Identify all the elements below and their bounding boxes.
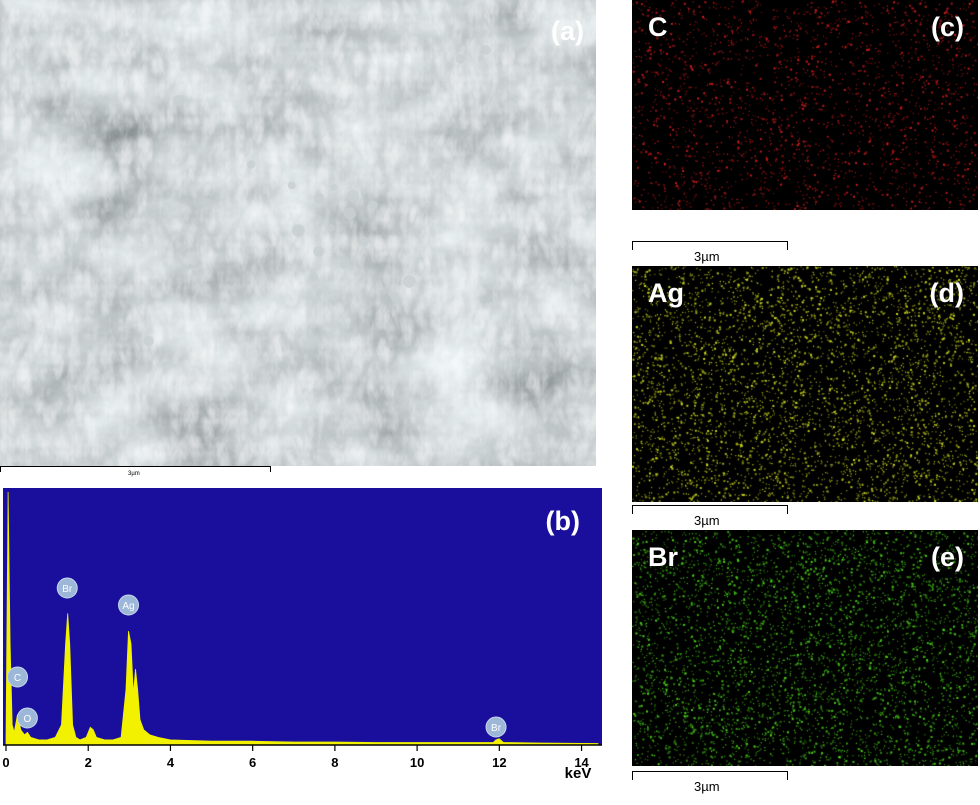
map-e-scale-bar: 3µm <box>632 771 792 794</box>
eds-peak-marker-label: O <box>23 714 31 725</box>
map-d-panel-label: (d) <box>929 278 964 308</box>
map-e-panel-label: (e) <box>931 542 964 572</box>
map-c-scale-bar: 3µm <box>632 241 792 264</box>
eds-peak-marker-circle <box>56 577 78 599</box>
eds-x-tick-label: 10 <box>410 755 424 770</box>
sem-particle <box>481 45 491 55</box>
eds-peak-marker-label: Br <box>491 723 502 734</box>
eds-peak-markers: C O Br Ag Br <box>7 577 507 738</box>
sem-particle <box>327 224 335 232</box>
sem-particle <box>358 236 369 247</box>
sem-micrograph-image <box>0 0 596 467</box>
sem-particle <box>143 335 154 347</box>
eds-x-tick-label: 8 <box>331 755 338 770</box>
sem-particle <box>247 160 256 169</box>
map-panel-e: Br (e) <box>632 530 978 766</box>
eds-peak-marker-circle <box>485 716 507 738</box>
sem-particle <box>308 272 319 282</box>
eds-spectrum-chart: C O Br Ag Br 0 2 4 6 8 10 12 14 keV (b) <box>2 488 602 782</box>
sem-particle <box>390 293 400 303</box>
eds-x-tick-label: 6 <box>249 755 256 770</box>
map-c-element-label: C <box>648 12 668 42</box>
map-c-scale-label: 3µm <box>694 249 720 264</box>
map-e-element-label: Br <box>648 542 679 572</box>
sem-particle <box>343 207 356 220</box>
panel-a-label: (a) <box>551 16 584 46</box>
map-d-element-label: Ag <box>648 278 684 308</box>
sem-particle <box>292 224 305 237</box>
eds-peak-marker-label: C <box>14 673 21 684</box>
eds-x-tick-label: 2 <box>85 755 92 770</box>
eds-x-tick-label: 0 <box>2 755 9 770</box>
map-panel-d: Ag (d) <box>632 266 978 502</box>
eds-spectrum-panel: C O Br Ag Br 0 2 4 6 8 10 12 14 keV (b) <box>0 488 605 800</box>
eds-peak-marker: C <box>7 666 29 688</box>
eds-x-axis-label: keV <box>565 765 592 782</box>
eds-spectrum-series <box>5 491 599 746</box>
panel-b-label: (b) <box>546 506 580 536</box>
map-e-dots <box>632 530 978 766</box>
sem-particle <box>347 190 360 203</box>
eds-x-tick-label: 14 <box>574 755 589 770</box>
eds-plot-area <box>3 488 602 745</box>
map-panel-c: C (c) <box>632 0 978 210</box>
sem-micrograph-panel: (a) <box>0 0 596 467</box>
eds-peak-marker-circle <box>118 594 140 616</box>
map-c-dots <box>632 0 978 210</box>
sem-particle <box>339 258 350 269</box>
map-c-panel-label: (c) <box>931 12 964 42</box>
eds-peak-marker-circle <box>7 666 29 688</box>
map-d-dots <box>632 266 978 502</box>
sem-scale-label: 3µm <box>128 471 140 477</box>
eds-x-tick-label: 12 <box>492 755 506 770</box>
map-e-scale-label: 3µm <box>694 779 720 794</box>
sem-particle <box>369 200 378 210</box>
sem-particle <box>330 183 338 192</box>
eds-peak-marker: Ag <box>118 594 140 616</box>
eds-peak-marker: Br <box>56 577 78 599</box>
sem-particle <box>455 53 466 64</box>
map-d-scale-label: 3µm <box>694 513 720 528</box>
eds-peak-marker: O <box>16 707 38 729</box>
eds-peak-marker: Br <box>485 716 507 738</box>
eds-x-tick-label: 4 <box>167 755 175 770</box>
eds-x-ticks: 0 2 4 6 8 10 12 14 <box>2 745 590 770</box>
sem-scale-bar: 3µm <box>0 466 596 484</box>
sem-particle <box>313 193 325 204</box>
sem-particles <box>143 45 491 347</box>
eds-peak-marker-circle <box>16 707 38 729</box>
sem-particle <box>287 181 296 190</box>
eds-peak-marker-label: Ag <box>122 601 134 612</box>
sem-particle <box>402 275 416 288</box>
eds-peak-marker-label: Br <box>62 584 73 595</box>
map-d-scale-bar: 3µm <box>632 505 792 528</box>
sem-particle <box>313 246 324 257</box>
sem-particle <box>172 95 184 107</box>
